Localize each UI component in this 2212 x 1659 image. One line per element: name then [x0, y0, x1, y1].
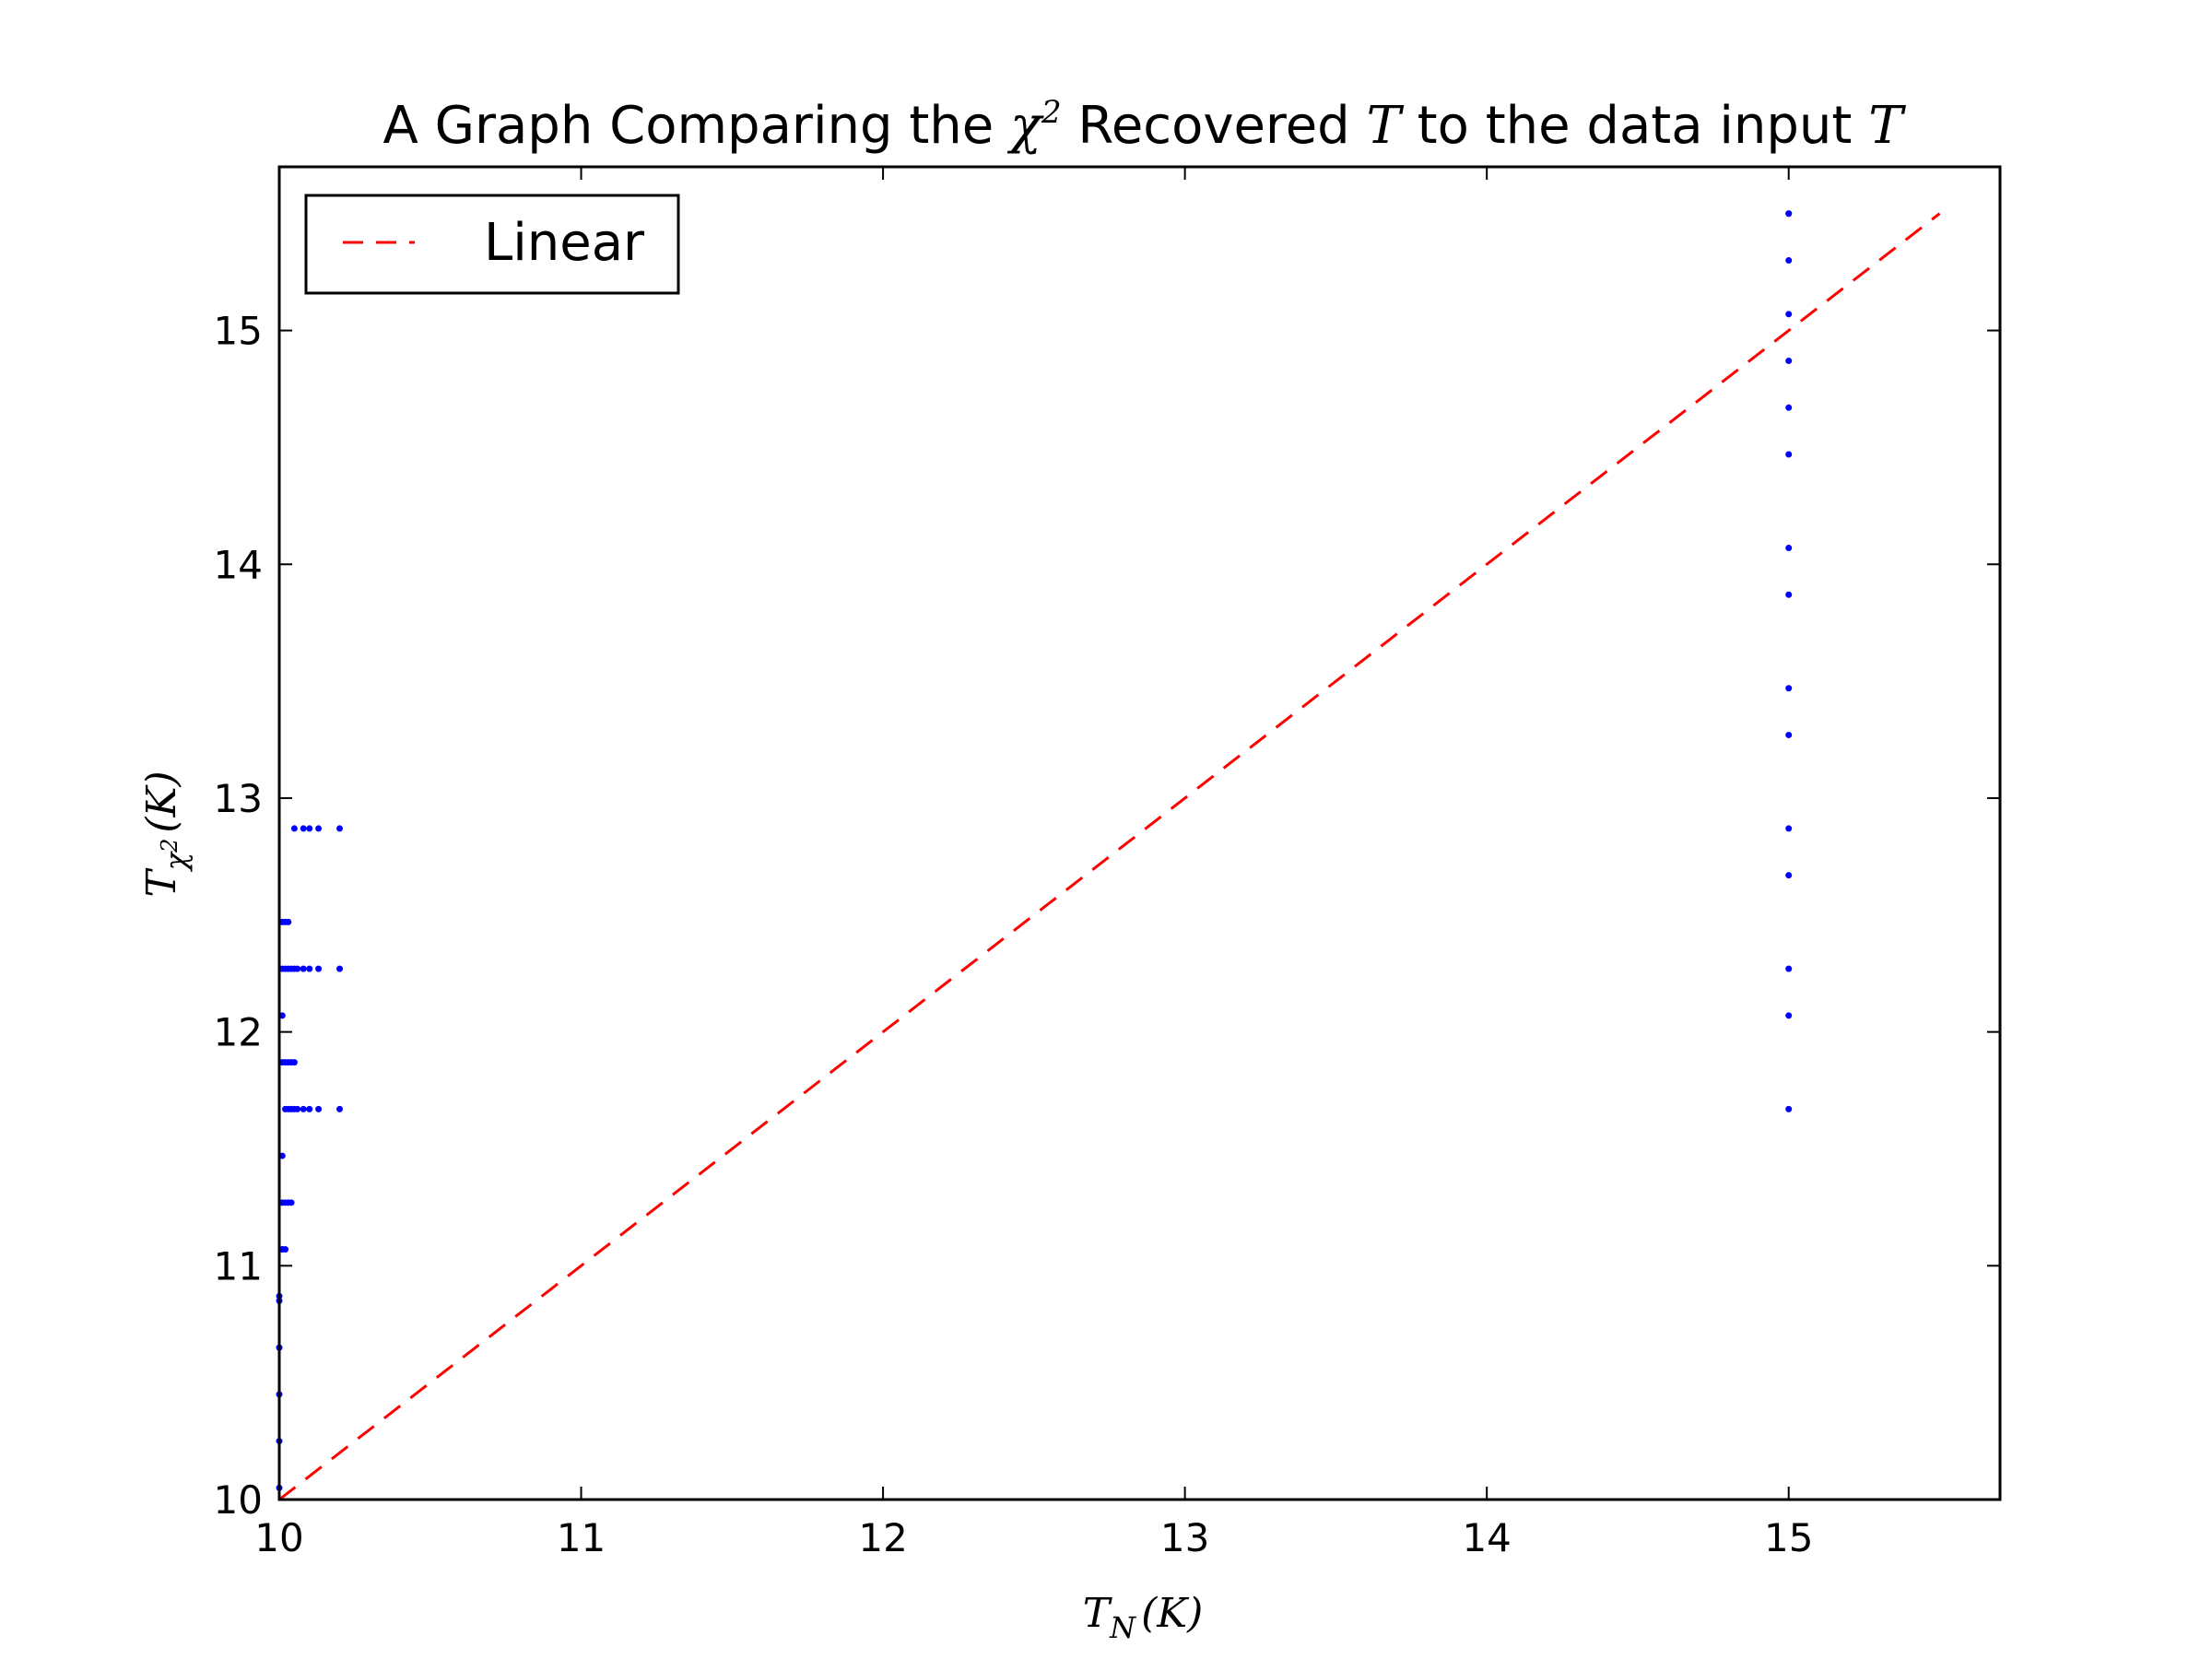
data-point	[1785, 872, 1793, 879]
x-tick-label: 11	[557, 1515, 606, 1560]
axis-label-sub: χ	[159, 851, 194, 872]
data-point	[1785, 358, 1793, 365]
x-tick-label: 14	[1462, 1515, 1511, 1560]
linear-series-line	[278, 212, 1941, 1501]
data-point	[1785, 451, 1793, 458]
x-axis-label: TN (K)	[1083, 1590, 1204, 1645]
data-point	[1785, 404, 1793, 411]
tick-labels: 10 11 12 13 14 15 10 11 12 13 14 15	[214, 309, 1814, 1560]
axis-label-sub: N	[1109, 1610, 1136, 1645]
y-axis-label: Tχ2 (K)	[138, 771, 194, 897]
y-tick-label: 14	[214, 542, 263, 587]
chart-title: A Graph Comparing the χ2 Recovered T to …	[382, 94, 1906, 156]
data-point	[306, 1105, 313, 1112]
title-part: T	[1367, 96, 1405, 156]
y-tick-label: 10	[214, 1477, 263, 1523]
axis-label-base: T	[138, 867, 185, 898]
legend-label-linear: Linear	[484, 213, 645, 273]
title-part: to the data input	[1401, 96, 1868, 156]
title-part: Recovered	[1062, 96, 1367, 156]
x-tick-label: 13	[1160, 1515, 1209, 1560]
x-tick-label: 12	[858, 1515, 907, 1560]
axis-label-subsup: 2	[157, 839, 182, 853]
data-point	[1785, 311, 1793, 318]
data-point	[278, 1012, 286, 1019]
y-tick-label: 13	[214, 776, 263, 821]
data-point	[315, 1105, 323, 1112]
data-point	[1785, 965, 1793, 972]
data-point	[306, 965, 313, 972]
data-point	[290, 825, 298, 832]
data-point	[285, 918, 292, 925]
data-point	[300, 825, 307, 832]
legend-box	[304, 194, 680, 295]
title-part: T	[1868, 96, 1906, 156]
data-point	[1785, 825, 1793, 832]
title-part: 2	[1041, 94, 1062, 131]
data-point	[300, 965, 307, 972]
data-point	[1785, 256, 1793, 264]
data-point	[300, 1105, 307, 1112]
data-point	[282, 1246, 289, 1253]
axis-label-base: T	[1083, 1590, 1113, 1637]
data-point	[1785, 1012, 1793, 1019]
data-point	[315, 965, 323, 972]
scatter-points	[276, 210, 1793, 1491]
data-point	[1785, 210, 1793, 218]
data-point	[1785, 1105, 1793, 1112]
axis-ticks	[278, 167, 2000, 1500]
data-point	[336, 1105, 344, 1112]
y-tick-label: 11	[214, 1243, 263, 1288]
x-tick-label: 10	[254, 1515, 303, 1560]
y-tick-label: 12	[214, 1010, 263, 1055]
title-part: χ	[1006, 96, 1044, 156]
data-point	[336, 965, 344, 972]
y-tick-label: 15	[214, 309, 263, 354]
data-point	[294, 965, 301, 972]
data-point	[1785, 545, 1793, 552]
title-part: A Graph Comparing the	[382, 96, 1010, 156]
data-point	[336, 825, 344, 832]
data-point	[1785, 731, 1793, 738]
axis-label-unit: (K)	[1141, 1590, 1203, 1637]
data-point	[290, 1059, 298, 1066]
data-point	[278, 1152, 286, 1159]
data-point	[288, 1199, 295, 1206]
x-tick-label: 15	[1764, 1515, 1813, 1560]
data-point	[306, 825, 313, 832]
data-point	[1785, 591, 1793, 598]
legend: Linear	[304, 194, 680, 295]
linear-line	[278, 212, 1941, 1501]
axis-label-unit: (K)	[138, 771, 185, 832]
plot-area	[277, 165, 2002, 1501]
data-point	[294, 1105, 301, 1112]
data-point	[1785, 685, 1793, 692]
data-point	[315, 825, 323, 832]
